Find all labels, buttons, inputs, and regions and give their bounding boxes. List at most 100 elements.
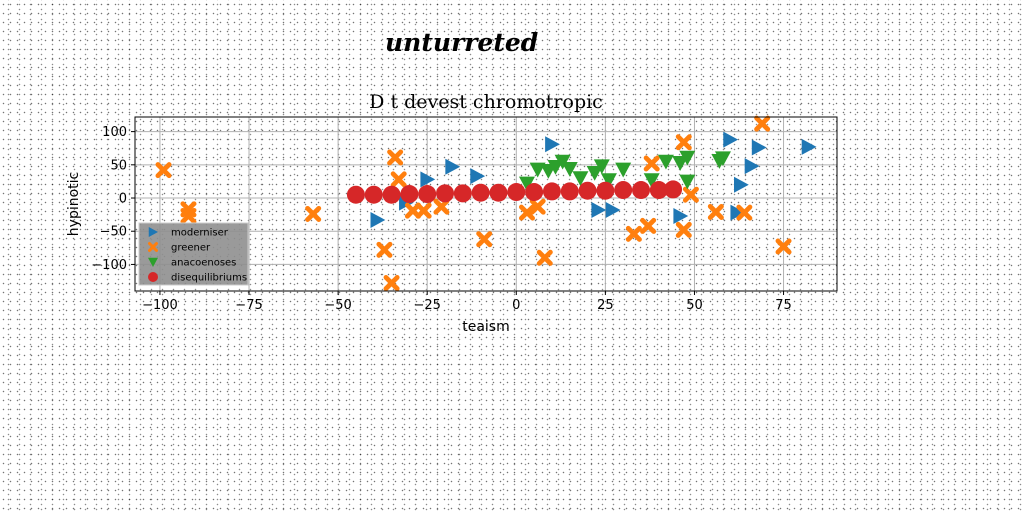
- data-point: [346, 185, 365, 204]
- data-point: [730, 204, 746, 221]
- data-point: [679, 174, 696, 190]
- y-axis-label: hypinotic: [66, 172, 82, 236]
- legend-marker: [148, 257, 158, 267]
- x-tick-label: 75: [775, 298, 792, 313]
- y-tick-label: −100: [91, 258, 127, 273]
- data-point: [640, 217, 657, 234]
- legend-marker: [148, 272, 158, 282]
- data-point: [364, 185, 383, 204]
- data-point: [415, 202, 432, 219]
- data-point: [673, 207, 689, 224]
- data-point: [383, 275, 400, 292]
- data-point: [518, 204, 535, 221]
- y-tick-label: 0: [119, 192, 127, 207]
- y-tick-label: −50: [100, 225, 127, 240]
- y-axis-ticks: 100 50 0 −50 −100: [91, 125, 135, 273]
- data-point: [614, 181, 633, 200]
- data-point: [775, 238, 792, 255]
- y-tick-label: 50: [110, 158, 127, 173]
- legend-marker: [148, 227, 158, 237]
- data-point: [560, 182, 579, 201]
- data-point: [675, 134, 692, 151]
- x-tick-label: −25: [413, 298, 440, 313]
- data-point: [682, 186, 699, 203]
- data-point: [390, 171, 407, 188]
- legend-label: greener: [171, 243, 211, 254]
- x-tick-label: −50: [324, 298, 351, 313]
- data-point: [723, 131, 739, 148]
- legend: moderniser greener anacoenoses disequilibri…: [138, 222, 249, 286]
- data-point: [625, 225, 642, 242]
- data-point: [664, 180, 683, 199]
- data-point: [536, 249, 553, 266]
- data-point: [600, 173, 617, 189]
- series-greener: [155, 115, 792, 292]
- data-point: [418, 185, 437, 204]
- data-point: [376, 241, 393, 258]
- data-point: [751, 139, 767, 156]
- data-point: [596, 181, 615, 200]
- data-point: [387, 149, 404, 166]
- data-point: [545, 136, 560, 153]
- data-point: [180, 207, 197, 224]
- data-point: [525, 183, 544, 202]
- series-disequilibriums: [346, 180, 683, 204]
- legend-label: moderniser: [171, 228, 229, 239]
- data-point: [433, 198, 450, 215]
- data-point: [400, 185, 419, 204]
- data-point: [657, 154, 674, 170]
- x-tick-label: 50: [686, 298, 703, 313]
- chart-title: D t devest chromotropic: [369, 91, 603, 113]
- data-point: [605, 201, 621, 218]
- plot-area: [155, 115, 817, 292]
- data-point: [471, 183, 490, 202]
- data-point: [707, 203, 724, 220]
- legend-marker: [148, 242, 158, 252]
- data-point: [507, 183, 526, 202]
- page-title: unturreted: [385, 28, 539, 57]
- data-point: [733, 176, 749, 193]
- data-point: [420, 171, 436, 188]
- data-point: [744, 158, 760, 175]
- data-point: [632, 181, 651, 200]
- x-axis-ticks: −100 −75 −50 −25 0 25 50 75: [142, 291, 792, 313]
- data-point: [586, 165, 603, 181]
- x-tick-label: −100: [142, 298, 178, 313]
- data-point: [754, 115, 771, 132]
- data-point: [649, 181, 668, 200]
- data-point: [518, 176, 535, 192]
- legend-label: disequilibriums: [171, 273, 247, 284]
- x-tick-label: 0: [512, 298, 520, 313]
- data-point: [445, 158, 461, 175]
- data-point: [801, 138, 817, 155]
- legend-label: anacoenoses: [171, 258, 236, 269]
- data-point: [615, 162, 632, 178]
- data-point: [572, 171, 589, 187]
- data-point: [370, 211, 386, 228]
- data-point: [736, 204, 753, 221]
- data-point: [675, 221, 692, 238]
- data-point: [591, 201, 607, 218]
- plot-frame: [134, 116, 838, 292]
- data-point: [578, 181, 597, 200]
- data-point: [436, 184, 455, 203]
- data-point: [643, 155, 660, 172]
- data-point: [643, 173, 660, 189]
- data-point: [542, 182, 561, 201]
- y-tick-label: 100: [102, 125, 127, 140]
- data-point: [382, 185, 401, 204]
- data-point: [593, 159, 610, 175]
- data-point: [470, 168, 486, 185]
- data-point: [476, 231, 493, 248]
- series-anacoenoses: [518, 150, 731, 192]
- data-point: [489, 183, 508, 202]
- x-axis-label: teaism: [462, 319, 510, 335]
- data-point: [714, 151, 731, 167]
- x-tick-label: −75: [235, 298, 262, 313]
- x-tick-label: 25: [597, 298, 614, 313]
- data-point: [561, 162, 578, 177]
- data-point: [453, 184, 472, 203]
- data-point: [529, 198, 546, 215]
- data-point: [305, 205, 322, 222]
